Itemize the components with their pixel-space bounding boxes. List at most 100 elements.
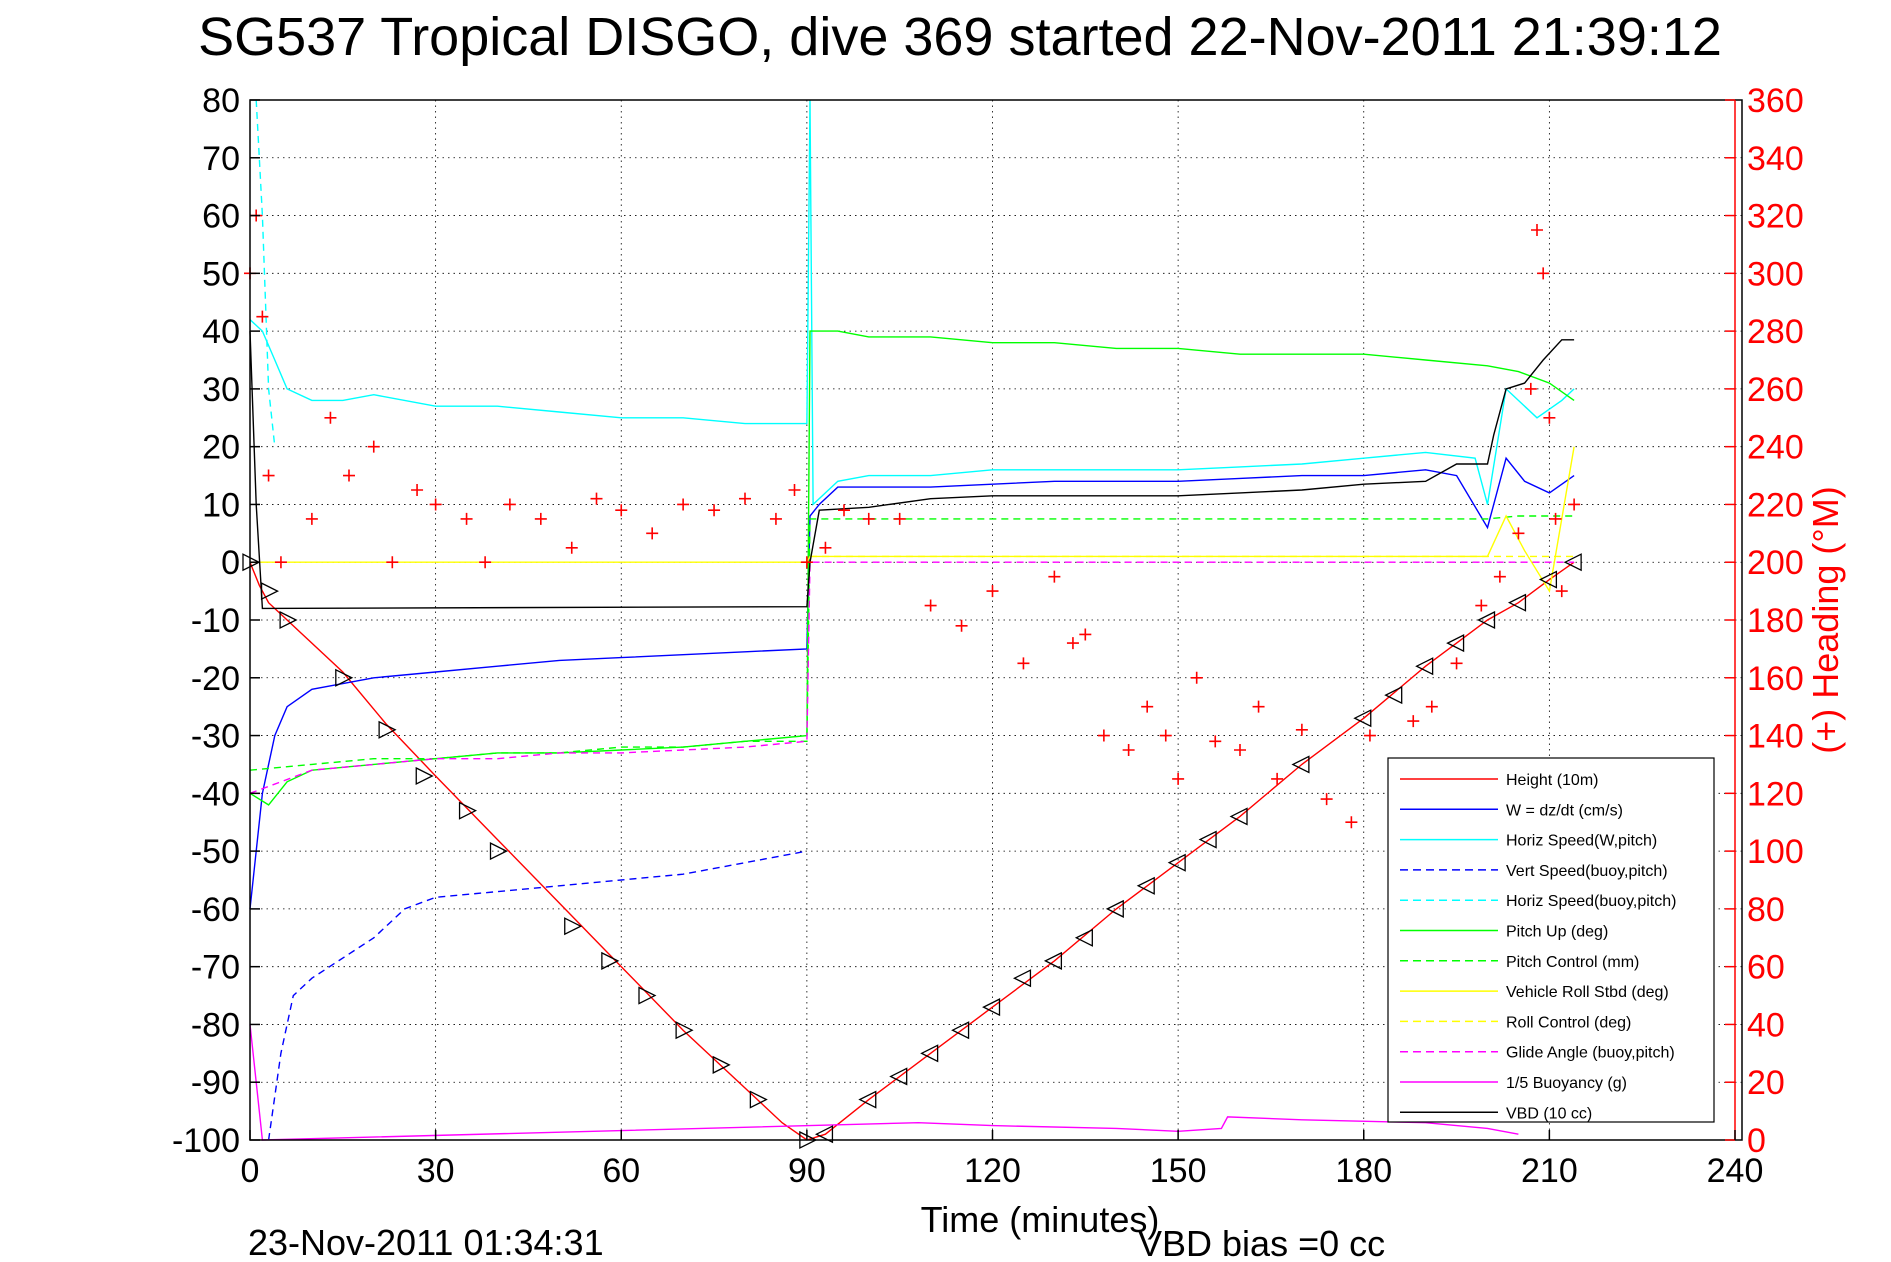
legend-label: Vert Speed(buoy,pitch) <box>1506 863 1668 880</box>
x-tick-label: 90 <box>788 1152 826 1190</box>
left-tick-label: 60 <box>202 198 240 236</box>
heading-point <box>534 512 547 525</box>
dive-marker <box>1384 686 1403 705</box>
heading-point <box>1512 527 1525 540</box>
legend-label: W = dz/dt (cm/s) <box>1506 802 1623 819</box>
right-tick-label: 260 <box>1747 371 1804 409</box>
heading-point <box>1537 267 1550 280</box>
x-tick-label: 0 <box>241 1152 260 1190</box>
dive-marker <box>1446 634 1465 653</box>
series-line <box>249 456 1575 909</box>
heading-point <box>986 585 999 598</box>
x-axis-label: Time (minutes) <box>921 1199 1160 1240</box>
heading-point <box>924 599 937 612</box>
heading-point <box>1475 599 1488 612</box>
heading-point <box>1190 671 1203 684</box>
series-line <box>267 850 808 1141</box>
left-tick-label: -10 <box>191 602 240 640</box>
right-tick-label: 100 <box>1747 833 1804 871</box>
heading-point <box>1524 382 1537 395</box>
heading-point <box>1141 700 1154 713</box>
heading-point <box>1234 744 1246 756</box>
heading-point <box>708 504 721 517</box>
heading-point <box>862 512 875 525</box>
heading-point <box>1568 498 1581 511</box>
heading-point <box>1159 729 1172 742</box>
dive-marker <box>638 986 657 1005</box>
series-1 <box>249 456 1575 909</box>
vbd-bias-label: VBD bias =0 cc <box>1138 1223 1385 1262</box>
heading-point <box>1209 735 1222 748</box>
dive-marker <box>1105 899 1124 918</box>
heading-point <box>739 492 751 505</box>
left-tick-label: -70 <box>191 949 240 987</box>
dive-marker <box>1136 876 1155 895</box>
series-line <box>249 561 1575 794</box>
series-9 <box>249 561 1575 794</box>
series-3 <box>267 850 808 1141</box>
heading-point <box>1363 729 1376 742</box>
dive-marker <box>1043 951 1063 970</box>
right-tick-label: 20 <box>1747 1064 1785 1102</box>
dive-marker <box>749 1090 768 1109</box>
left-tick-label: -100 <box>172 1122 240 1160</box>
series-6 <box>249 515 1575 771</box>
series-line <box>249 99 1575 507</box>
x-axis-ticks: 0 30 60 90 120 150 180 210 240 <box>241 1130 1763 1190</box>
heading-point <box>1252 700 1265 713</box>
dive-marker <box>1538 570 1558 589</box>
dive-marker <box>564 917 583 936</box>
left-tick-label: -80 <box>191 1006 240 1044</box>
x-tick-label: 120 <box>964 1152 1021 1190</box>
heading-point <box>800 556 813 569</box>
legend: Height (10m) W = dz/dt (cm/s) Horiz Speed(… <box>1387 757 1715 1123</box>
legend-label: Horiz Speed(W,pitch) <box>1506 833 1657 850</box>
dive-marker <box>982 998 1001 1017</box>
legend-label: 1/5 Buoyancy (g) <box>1506 1075 1627 1092</box>
left-tick-label: -20 <box>191 660 240 698</box>
chart-title: SG537 Tropical DISGO, dive 369 started 2… <box>198 7 1722 67</box>
dive-marker <box>951 1021 970 1040</box>
heading-point <box>1549 512 1562 525</box>
left-axis-ticks: 80 70 60 50 40 30 20 10 0 -10 -20 -30 -40 -50 -60 -70 -8… <box>172 82 260 1160</box>
heading-point <box>819 541 832 554</box>
footer-timestamp: 23-Nov-2011 01:34:31 <box>248 1222 604 1262</box>
heading-point <box>1555 585 1568 598</box>
legend-label: Pitch Control (mm) <box>1506 954 1639 971</box>
dive-marker <box>458 801 478 820</box>
dive-marker <box>1291 755 1310 774</box>
dive-marker <box>1507 593 1527 612</box>
right-axis-label: (+) Heading (°M) <box>1805 486 1846 753</box>
left-tick-label: -50 <box>191 833 240 871</box>
heading-point <box>1048 570 1061 583</box>
x-tick-label: 60 <box>602 1152 640 1190</box>
heading-point <box>615 504 628 517</box>
heading-point <box>788 484 801 496</box>
left-tick-label: 20 <box>202 429 240 467</box>
left-tick-label: -90 <box>191 1064 240 1102</box>
right-tick-label: 120 <box>1747 775 1804 813</box>
heading-point <box>1531 224 1543 236</box>
heading-point <box>262 469 275 482</box>
dive-marker <box>712 1055 731 1074</box>
heading-point <box>893 512 906 525</box>
right-tick-label: 300 <box>1747 255 1804 293</box>
dive-marker <box>378 720 397 739</box>
legend-label: Height (10m) <box>1506 772 1598 789</box>
legend-label: Horiz Speed(buoy,pitch) <box>1506 893 1676 910</box>
left-tick-label: -40 <box>191 775 240 813</box>
right-tick-label: 320 <box>1747 198 1804 236</box>
series-13 <box>242 553 1582 1150</box>
series-7 <box>250 446 1575 594</box>
heading-point <box>565 541 578 554</box>
heading-point <box>1543 411 1556 424</box>
right-tick-label: 200 <box>1747 544 1804 582</box>
left-tick-label: 70 <box>202 140 240 178</box>
heading-point <box>305 512 318 525</box>
left-tick-label: -30 <box>191 718 240 756</box>
heading-point <box>429 498 442 511</box>
legend-label: Vehicle Roll Stbd (deg) <box>1506 984 1669 1001</box>
heading-point <box>1066 637 1079 650</box>
legend-label: VBD (10 cc) <box>1506 1105 1592 1122</box>
heading-point <box>1425 700 1438 713</box>
